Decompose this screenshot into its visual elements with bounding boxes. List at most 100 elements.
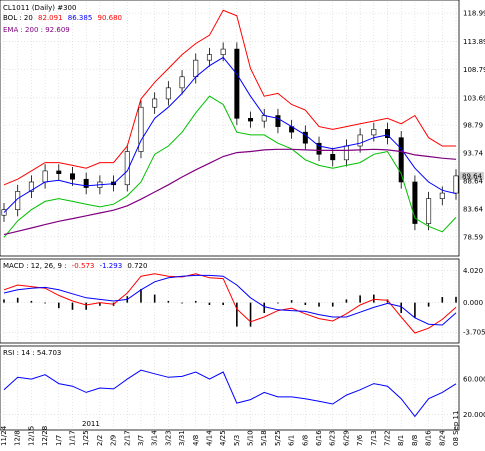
macd-tick-label: -3.705 [463, 329, 485, 337]
x-tick-label: 8/8 [411, 435, 419, 446]
candle-body [261, 115, 267, 122]
candle-body [371, 129, 377, 136]
price-tick-label: 113.89 [463, 38, 485, 46]
candle-body [83, 178, 89, 188]
x-tick-label: 1/7 [55, 435, 63, 446]
x-tick-label: 12/15 [27, 426, 35, 446]
x-tick-label: 6/8 [301, 435, 309, 446]
macd-panel-frame [0, 258, 460, 344]
x-tick-label: 11/24 [0, 425, 8, 446]
candle-body [302, 131, 308, 144]
plot-layer: 89.64 [1, 9, 484, 418]
candle-body [179, 76, 185, 89]
macd-label-prefix: MACD : 12, 26, 9 : [3, 262, 67, 270]
candle-body [206, 54, 212, 61]
candle-body [343, 145, 349, 161]
candle-body [165, 87, 171, 100]
candle-body [316, 142, 322, 155]
price-tick-label: 83.64 [463, 205, 484, 213]
candle-body [193, 59, 199, 78]
x-tick-label: 2/2 [96, 435, 104, 446]
candle-body [69, 173, 75, 180]
x-tick-label: 6/1 [288, 435, 296, 446]
bollinger-lower-line [3, 95, 457, 238]
candle-body [152, 98, 158, 108]
x-tick-label: 4/14 [205, 430, 213, 446]
x-tick-label: 8/1 [397, 435, 405, 446]
x-tick-label: 1/25 [82, 430, 90, 446]
macd-tick-label: 0.000 [463, 299, 483, 307]
y-axis-labels: 118.99113.89108.79103.6998.7993.7488.648… [463, 10, 485, 420]
x-tick-label: 7/22 [384, 430, 392, 446]
macd-signal-value: -1.293 [100, 262, 123, 270]
x-tick-label: 7/13 [370, 430, 378, 446]
bollinger-mid-line [3, 56, 457, 213]
x-tick-label: 12/8 [14, 430, 22, 446]
candle-body [357, 134, 363, 147]
bollinger-upper-line [3, 9, 456, 186]
x-tick-label: 12/28 [41, 426, 49, 446]
bol-label: BOL : 20 82.091 86.385 90.680 [3, 14, 122, 22]
ema-label: EMA : 200 : 92.609 [3, 26, 70, 34]
symbol-label: CL1011 (Daily) #300 [3, 4, 76, 12]
x-tick-label: 8/16 [425, 430, 433, 446]
x-tick-label: 4/25 [219, 430, 227, 446]
last-price-tag [460, 171, 484, 180]
candle-body [398, 137, 404, 183]
x-tick-label: 4/8 [192, 435, 200, 446]
last-price-label: 89.64 [462, 172, 483, 180]
x-tick-label: 3/31 [178, 430, 186, 446]
macd-label: MACD : 12, 26, 9 : -0.573 -1.293 0.720 [3, 262, 147, 270]
candle-body [124, 151, 130, 186]
price-tick-label: 88.64 [463, 178, 484, 186]
candle-body [220, 48, 226, 55]
macd-signal-line [3, 274, 457, 326]
rsi-tick-label: 20.000 [463, 411, 485, 419]
rsi-label: RSI : 14 : 54.703 [3, 349, 61, 357]
price-panel-frame [0, 0, 460, 257]
x-tick-label: 5/10 [247, 430, 255, 446]
candle-body [56, 170, 62, 174]
x-tick-label: 1/17 [68, 430, 76, 446]
rsi-line [3, 369, 457, 418]
macd-tick-label: 4.020 [463, 267, 483, 275]
x-tick-label: 8/24 [438, 430, 446, 446]
candle-body [385, 129, 391, 138]
ema200-line [3, 148, 457, 236]
candle-body [275, 115, 281, 127]
x-tick-label: 3/23 [164, 430, 172, 446]
x-tick-label: 6/29 [342, 430, 350, 446]
candle-body [42, 170, 48, 183]
year-label: 2011 [82, 420, 100, 428]
macd-hist-value: 0.720 [127, 262, 147, 270]
candle-body [138, 106, 144, 152]
macd-value: -0.573 [72, 262, 95, 270]
price-tick-label: 118.99 [463, 10, 485, 18]
bol-mid-value: 86.385 [68, 14, 93, 22]
x-tick-label: 3/7 [137, 435, 145, 446]
macd-line [3, 273, 457, 334]
bol-prefix: BOL : 20 [3, 14, 33, 22]
candle-body [453, 175, 459, 194]
x-tick-label: 08 Sep 11 [452, 411, 460, 446]
bol-upper-value: 90.680 [98, 14, 123, 22]
candle-body [248, 118, 254, 122]
price-tick-label: 78.59 [463, 233, 483, 241]
x-tick-label: 2/17 [123, 430, 131, 446]
x-tick-label: 6/16 [315, 430, 323, 446]
candle-body [330, 154, 336, 161]
price-tick-label: 108.79 [463, 66, 485, 74]
price-tick-label: 93.74 [463, 149, 484, 157]
x-tick-label: 5/25 [274, 430, 282, 446]
x-tick-label: 2/9 [110, 435, 118, 446]
candle-body [412, 181, 418, 224]
price-tick-label: 103.69 [463, 94, 485, 102]
x-tick-label: 5/3 [233, 435, 241, 446]
price-tick-label: 98.79 [463, 122, 483, 130]
bol-lower-value: 82.091 [38, 14, 63, 22]
candle-body [426, 198, 432, 224]
candle-body [439, 192, 445, 199]
x-axis-labels: 11/24 12/8 12/15 12/28 1/7 1/17 1/25 2/2 2/9 2/17… [0, 411, 460, 446]
